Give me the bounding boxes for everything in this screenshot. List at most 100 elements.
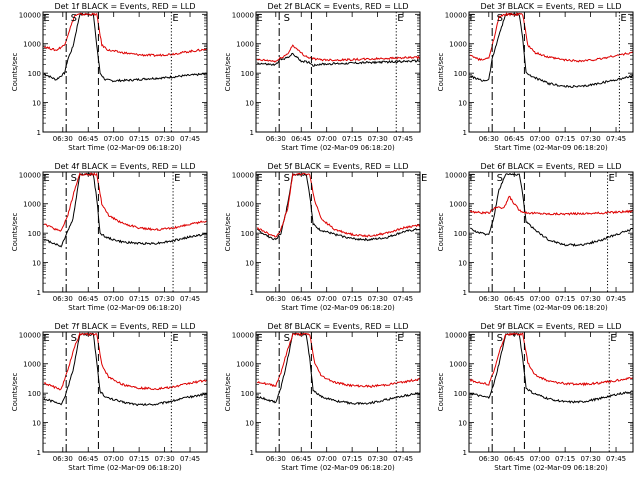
x-tick-label: 07:45 [606,295,626,303]
series-line-events [256,332,420,406]
y-tick-label: 1000 [23,361,41,369]
x-tick-label: 07:45 [180,455,200,463]
y-tick-label: 100 [454,70,467,78]
series-line-lld [469,195,633,216]
panel-title: Det 3f BLACK = Events, RED = LLD [480,2,621,11]
plot-frame [255,171,421,293]
marker-label: S [497,333,503,344]
x-tick-label: 06:45 [504,455,524,463]
x-tick-label: 06:45 [78,455,98,463]
marker-label: S [284,333,290,344]
y-tick-label: 1000 [449,41,467,49]
x-tick-label: 07:00 [104,455,124,463]
series-line-lld [469,12,633,63]
x-tick-label: 07:15 [342,455,362,463]
series-line-lld [43,332,207,391]
marker-label: E [610,333,616,344]
panel-title: Det 8f BLACK = Events, RED = LLD [267,322,408,331]
y-tick-label: 10 [245,100,254,108]
y-tick-label: 10000 [19,11,41,19]
panel-title: Det 7f BLACK = Events, RED = LLD [54,322,195,331]
plot-frame [468,331,634,453]
y-tick-label: 1000 [449,201,467,209]
x-tick-label: 07:15 [342,295,362,303]
x-tick-label: 07:30 [580,135,600,143]
y-tick-label: 1 [37,129,41,137]
y-tick-label: 10000 [445,171,467,179]
series-line-events [256,52,420,67]
marker-label: S [71,13,77,24]
y-axis-label: Counts/sec [437,213,445,252]
x-tick-label: 06:30 [479,135,499,143]
x-tick-label: 06:45 [78,295,98,303]
marker-label: E [172,13,178,24]
panel-7: Det 7f BLACK = Events, RED = LLD 1 10 100 10… [11,322,208,472]
y-tick-label: 10 [32,420,41,428]
x-tick-label: 07:45 [180,295,200,303]
x-axis-label: Start Time (02-Mar-09 06:18:20) [281,304,395,312]
y-axis-label: Counts/sec [11,373,19,412]
x-tick-label: 07:30 [367,295,387,303]
panel-title: Det 4f BLACK = Events, RED = LLD [54,162,195,171]
x-tick-label: 07:45 [393,135,413,143]
x-tick-label: 07:30 [580,455,600,463]
series-line-lld [257,172,420,238]
x-tick-label: 07:30 [154,455,174,463]
x-tick-label: 07:45 [606,455,626,463]
y-tick-label: 10000 [232,331,254,339]
y-tick-label: 10000 [19,171,41,179]
panel-title: Det 1f BLACK = Events, RED = LLD [54,2,195,11]
x-tick-label: 07:00 [530,135,550,143]
y-tick-label: 10000 [232,171,254,179]
x-tick-label: 07:15 [342,135,362,143]
y-tick-label: 10 [245,260,254,268]
marker-label: E [43,173,49,184]
marker-label: E [43,13,49,24]
x-axis-label: Start Time (02-Mar-09 06:18:20) [281,144,395,152]
y-tick-label: 1 [463,449,467,457]
marker-label: E [469,173,475,184]
y-tick-label: 100 [454,230,467,238]
x-tick-label: 07:00 [104,135,124,143]
x-tick-label: 07:15 [555,455,575,463]
y-tick-label: 1000 [236,361,254,369]
marker-label: S [497,13,503,24]
series-line-events [43,172,207,248]
marker-label: E [256,13,262,24]
marker-label: E [397,13,403,24]
y-tick-label: 1 [250,449,254,457]
x-tick-label: 07:45 [180,135,200,143]
x-tick-label: 07:30 [367,455,387,463]
series-line-events [470,172,633,247]
plot-area [43,172,207,292]
panel-8: Det 8f BLACK = Events, RED = LLD 1 10 100 10… [224,322,421,472]
x-axis-label: Start Time (02-Mar-09 06:18:20) [68,304,182,312]
x-tick-label: 07:30 [580,295,600,303]
y-tick-label: 100 [28,390,41,398]
panel-title: Det 9f BLACK = Events, RED = LLD [480,322,621,331]
panel-3: Det 3f BLACK = Events, RED = LLD 1 10 100 10… [437,2,634,152]
series-line-events [469,332,633,404]
x-tick-label: 07:30 [367,135,387,143]
y-tick-label: 10 [32,100,41,108]
plot-area [43,12,207,132]
y-tick-label: 100 [28,70,41,78]
panel-5: Det 5f BLACK = Events, RED = LLD 1 10 100 10… [224,162,427,312]
x-tick-label: 07:00 [104,295,124,303]
y-tick-label: 100 [28,230,41,238]
x-tick-label: 07:30 [154,295,174,303]
plot-frame [255,331,421,453]
x-tick-label: 06:45 [291,295,311,303]
series-line-lld [43,172,207,232]
plot-area [469,332,633,452]
plot-area [256,332,420,452]
y-tick-label: 10 [245,420,254,428]
x-tick-label: 06:45 [504,135,524,143]
x-tick-label: 06:30 [266,455,286,463]
x-axis-label: Start Time (02-Mar-09 06:18:20) [494,144,608,152]
y-tick-label: 10000 [445,11,467,19]
plot-area [43,332,207,452]
marker-label: E [609,173,615,184]
x-tick-label: 06:45 [504,295,524,303]
